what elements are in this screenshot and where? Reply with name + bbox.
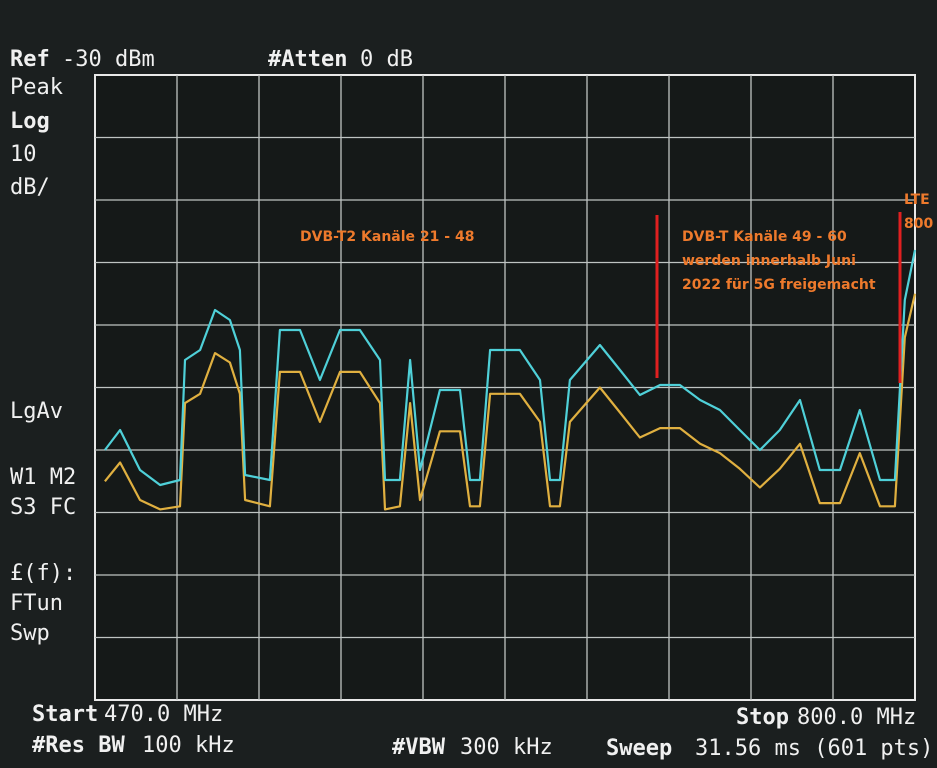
annotation: 800 xyxy=(904,216,933,232)
start-value: 470.0 MHz xyxy=(104,702,223,727)
side-label: £(f): xyxy=(10,561,76,586)
annotation: DVB-T2 Kanäle 21 - 48 xyxy=(300,229,474,245)
side-label: Log xyxy=(10,109,50,134)
side-label: W1 M2 xyxy=(10,465,76,490)
sweep-value: 31.56 ms (601 pts) xyxy=(695,736,933,761)
ref-value: -30 dBm xyxy=(62,47,155,72)
start-label: Start xyxy=(32,702,98,727)
annotation: DVB-T Kanäle 49 - 60 xyxy=(682,229,847,245)
annotation: werden innerhalb Juni xyxy=(682,253,856,269)
vbw-label: #VBW xyxy=(392,735,446,760)
side-label: dB/ xyxy=(10,175,50,200)
atten-label: #Atten xyxy=(268,47,347,72)
vbw-value: 300 kHz xyxy=(460,735,553,760)
side-label: S3 FC xyxy=(10,495,76,520)
ref-label: Ref xyxy=(10,47,50,72)
side-label: Peak xyxy=(10,75,63,100)
sweep-label: Sweep xyxy=(606,736,672,761)
side-label: Swp xyxy=(10,621,50,646)
annotation: LTE xyxy=(904,192,930,208)
side-label: 10 xyxy=(10,142,37,167)
stop-value: 800.0 MHz xyxy=(797,705,916,730)
trace xyxy=(104,293,917,511)
side-label: FTun xyxy=(10,591,63,616)
side-label: LgAv xyxy=(10,399,63,424)
atten-value: 0 dB xyxy=(360,47,413,72)
rbw-label: #Res BW xyxy=(32,733,125,758)
trace xyxy=(104,249,917,487)
stop-label: Stop xyxy=(736,705,789,730)
rbw-value: 100 kHz xyxy=(142,733,235,758)
annotation: 2022 für 5G freigemacht xyxy=(682,277,876,293)
